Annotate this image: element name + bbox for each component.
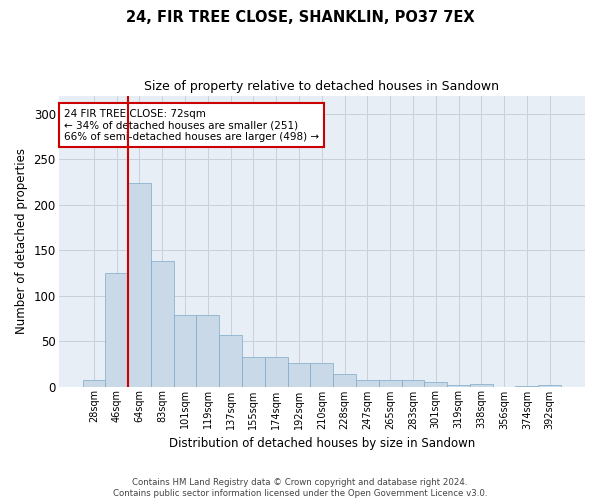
Bar <box>356 380 379 386</box>
Title: Size of property relative to detached houses in Sandown: Size of property relative to detached ho… <box>144 80 499 93</box>
Bar <box>105 273 128 386</box>
Bar <box>401 380 424 386</box>
Bar <box>173 314 196 386</box>
Bar <box>333 374 356 386</box>
Bar <box>151 261 173 386</box>
Bar <box>83 380 105 386</box>
Bar <box>470 384 493 386</box>
Bar <box>379 380 401 386</box>
Bar <box>196 314 219 386</box>
Bar <box>310 363 333 386</box>
Bar <box>219 334 242 386</box>
Bar <box>447 384 470 386</box>
Bar <box>128 183 151 386</box>
Text: 24 FIR TREE CLOSE: 72sqm
← 34% of detached houses are smaller (251)
66% of semi-: 24 FIR TREE CLOSE: 72sqm ← 34% of detach… <box>64 108 319 142</box>
Y-axis label: Number of detached properties: Number of detached properties <box>15 148 28 334</box>
Text: Contains HM Land Registry data © Crown copyright and database right 2024.
Contai: Contains HM Land Registry data © Crown c… <box>113 478 487 498</box>
Bar <box>538 384 561 386</box>
Bar <box>265 356 287 386</box>
Bar <box>424 382 447 386</box>
Bar <box>287 363 310 386</box>
X-axis label: Distribution of detached houses by size in Sandown: Distribution of detached houses by size … <box>169 437 475 450</box>
Bar <box>242 356 265 386</box>
Text: 24, FIR TREE CLOSE, SHANKLIN, PO37 7EX: 24, FIR TREE CLOSE, SHANKLIN, PO37 7EX <box>125 10 475 25</box>
